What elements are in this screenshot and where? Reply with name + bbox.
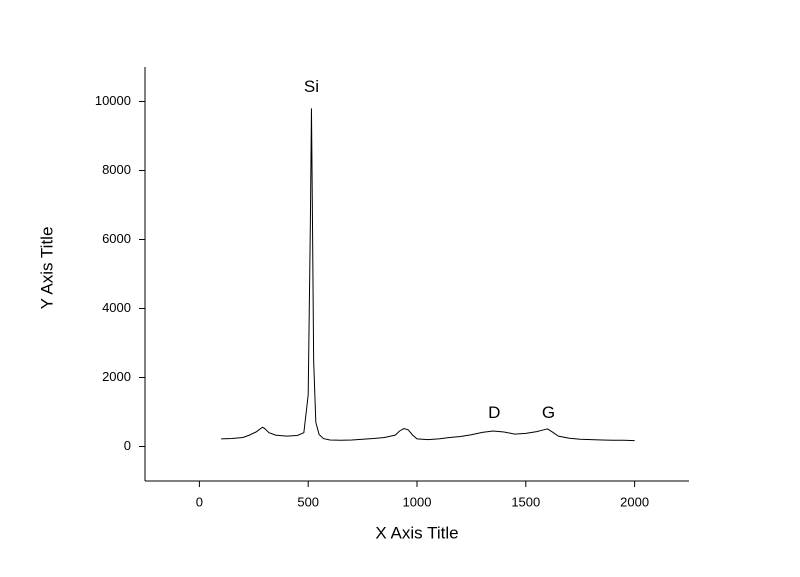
x-tick-label: 1500 (511, 494, 540, 509)
x-tick-label: 500 (297, 494, 319, 509)
x-tick-label: 0 (196, 494, 203, 509)
peak-annotation: G (542, 403, 555, 422)
y-tick-label: 6000 (102, 231, 131, 246)
x-tick-label: 1000 (403, 494, 432, 509)
y-tick-label: 2000 (102, 369, 131, 384)
x-tick-label: 2000 (620, 494, 649, 509)
y-tick-label: 10000 (95, 93, 131, 108)
spectrum-line (221, 108, 635, 442)
y-tick-label: 4000 (102, 300, 131, 315)
y-tick-label: 8000 (102, 162, 131, 177)
x-axis-title: X Axis Title (375, 523, 458, 542)
y-axis-title: Y Axis Title (37, 227, 56, 310)
peak-annotation: D (488, 403, 500, 422)
peak-annotation: Si (304, 77, 319, 96)
y-tick-label: 0 (124, 438, 131, 453)
